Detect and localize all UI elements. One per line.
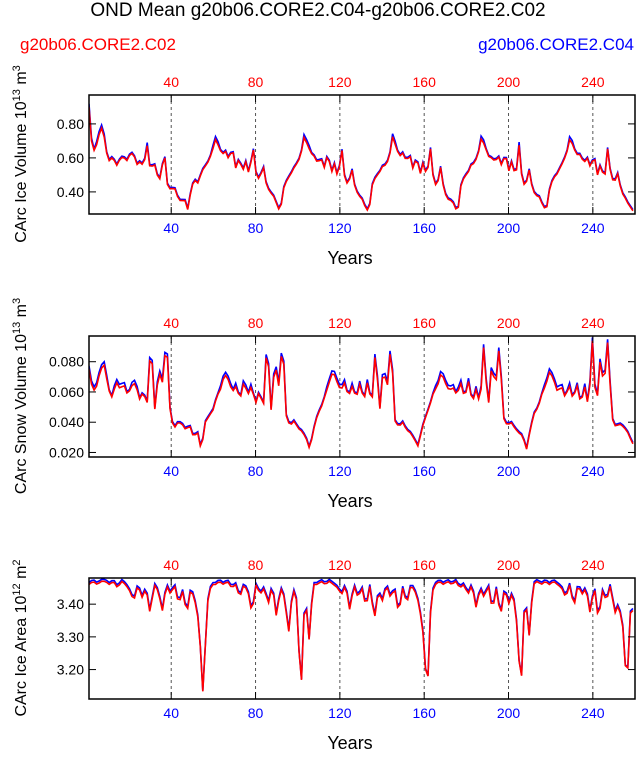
xtick-label-bottom: 240 xyxy=(581,463,605,479)
panel-2: 0.020 0.040 0.060 0.080 40 40 80 80 120 120 160 160… xyxy=(11,298,636,511)
xtick-label-bottom: 240 xyxy=(581,220,605,236)
xtick-label-top: 160 xyxy=(413,315,437,331)
y-axis-label-unit: m xyxy=(13,71,30,89)
xtick-label-bottom: 160 xyxy=(413,463,437,479)
xtick-label-top: 120 xyxy=(328,315,352,331)
xtick-label-top: 40 xyxy=(163,74,179,90)
xtick-label-top: 200 xyxy=(497,557,521,573)
series-line-c04 xyxy=(89,337,634,449)
y-axis-label: CArc Ice Volume 1013 m3 xyxy=(11,65,30,243)
series-line-c02 xyxy=(89,340,634,451)
y-axis-label-unit-exponent: 3 xyxy=(11,298,23,304)
plot-frame xyxy=(88,94,636,215)
ytick-label: 0.040 xyxy=(49,414,84,430)
ytick-label: 0.80 xyxy=(57,116,84,132)
xtick-label-bottom: 200 xyxy=(497,220,521,236)
xtick-label-top: 40 xyxy=(163,557,179,573)
x-axis-label: Years xyxy=(327,491,372,511)
y-axis-label-exponent: 12 xyxy=(11,583,23,595)
ytick-label: 3.20 xyxy=(57,662,84,678)
xtick-label-bottom: 160 xyxy=(413,220,437,236)
xtick-label-bottom: 120 xyxy=(328,220,352,236)
chart-title: OND Mean g20b06.CORE2.C04-g20b06.CORE2.C… xyxy=(90,0,545,21)
series-line-c04 xyxy=(89,578,634,691)
xtick-label-bottom: 40 xyxy=(163,705,179,721)
y-axis-label-unit: m xyxy=(13,566,30,584)
xtick-label-top: 240 xyxy=(581,557,605,573)
xtick-label-bottom: 120 xyxy=(328,705,352,721)
plot-frame xyxy=(88,577,636,700)
legend-blue-label: g20b06.CORE2.C04 xyxy=(478,35,634,54)
ytick-label: 3.30 xyxy=(57,629,84,645)
y-axis-label: CArc Snow Volume 1013 m3 xyxy=(11,298,30,494)
xtick-label-bottom: 80 xyxy=(248,705,264,721)
ytick-label: 3.40 xyxy=(57,596,84,612)
xtick-label-top: 160 xyxy=(413,74,437,90)
xtick-label-bottom: 160 xyxy=(413,705,437,721)
xtick-label-top: 80 xyxy=(248,315,264,331)
xtick-label-top: 80 xyxy=(248,557,264,573)
panel-1: 0.40 0.60 0.80 40 40 80 80 120 120 160 160 200 200 24… xyxy=(11,65,636,268)
series-line-c02 xyxy=(89,106,634,212)
xtick-label-bottom: 240 xyxy=(581,705,605,721)
xtick-label-top: 80 xyxy=(248,74,264,90)
xtick-label-top: 120 xyxy=(328,74,352,90)
ytick-label: 0.40 xyxy=(57,184,84,200)
xtick-label-top: 240 xyxy=(581,74,605,90)
y-axis-label-text: CArc Ice Volume 10 xyxy=(13,101,30,243)
xtick-label-top: 120 xyxy=(328,557,352,573)
ytick-label: 0.60 xyxy=(57,150,84,166)
series-line-c02 xyxy=(89,580,634,692)
xtick-label-top: 240 xyxy=(581,315,605,331)
legend-red-label: g20b06.CORE2.C02 xyxy=(20,35,176,54)
xtick-label-bottom: 200 xyxy=(497,705,521,721)
ytick-label: 0.060 xyxy=(49,384,84,400)
y-axis-label-unit-exponent: 3 xyxy=(11,65,23,71)
y-axis-label-exponent: 13 xyxy=(11,89,23,101)
y-axis-label-unit: m xyxy=(13,304,30,322)
xtick-label-top: 200 xyxy=(497,315,521,331)
y-axis-label-exponent: 13 xyxy=(11,322,23,334)
xtick-label-bottom: 40 xyxy=(163,463,179,479)
xtick-label-bottom: 80 xyxy=(248,463,264,479)
y-axis-label-unit-exponent: 2 xyxy=(11,559,23,565)
y-axis-label: CArc Ice Area 1012 m2 xyxy=(11,559,30,716)
panel-3: 3.20 3.30 3.40 40 40 80 80 120 120 160 160 200 200 24… xyxy=(11,557,636,753)
xtick-label-bottom: 80 xyxy=(248,220,264,236)
x-axis-label: Years xyxy=(327,733,372,753)
xtick-label-bottom: 120 xyxy=(328,463,352,479)
plot-frame xyxy=(88,335,636,458)
xtick-label-bottom: 40 xyxy=(163,220,179,236)
ytick-label: 0.020 xyxy=(49,444,84,460)
x-axis-label: Years xyxy=(327,248,372,268)
series-line-c04 xyxy=(89,103,634,211)
xtick-label-top: 160 xyxy=(413,557,437,573)
y-axis-label-text: CArc Snow Volume 10 xyxy=(13,334,30,494)
xtick-label-top: 40 xyxy=(163,315,179,331)
xtick-label-bottom: 200 xyxy=(497,463,521,479)
y-axis-label-text: CArc Ice Area 10 xyxy=(13,596,30,717)
ytick-label: 0.080 xyxy=(49,354,84,370)
xtick-label-top: 200 xyxy=(497,74,521,90)
